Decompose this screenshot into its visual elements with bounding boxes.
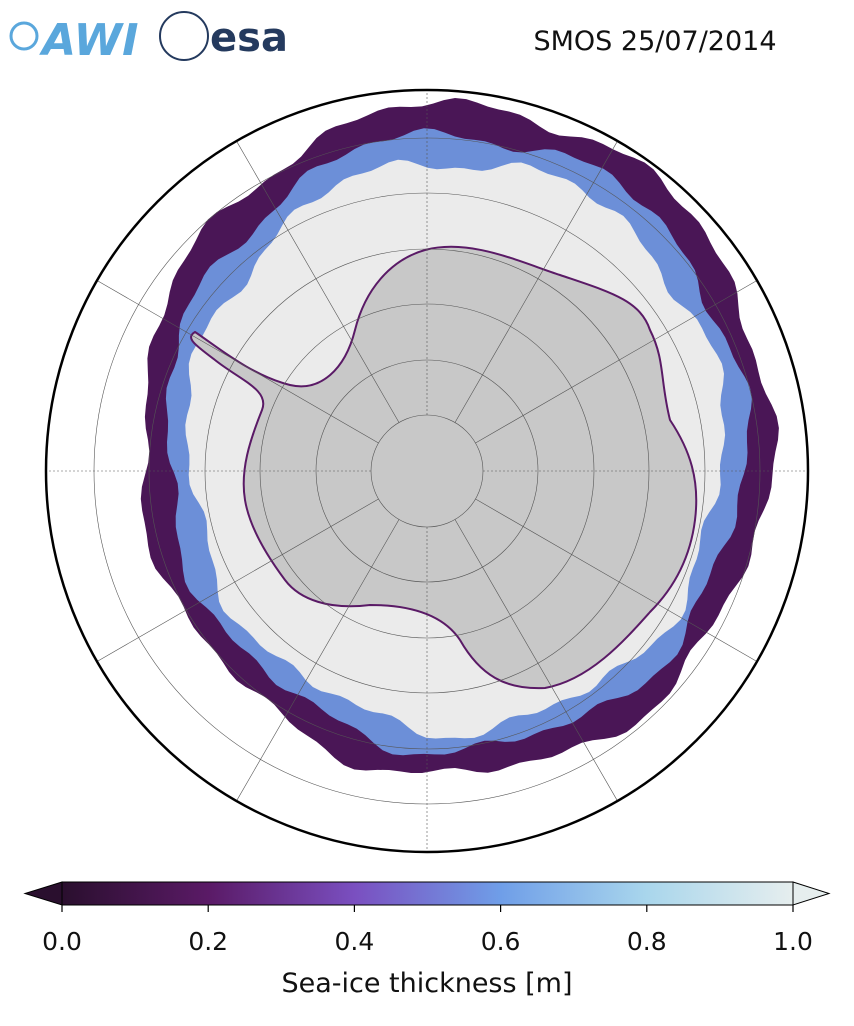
- graticule: [46, 90, 808, 852]
- map-title: SMOS 25/07/2014: [533, 26, 776, 57]
- latitude-circle: [315, 359, 539, 583]
- colorbar-tick-label: 0.0: [42, 927, 82, 956]
- colorbar-tick-label: 0.6: [481, 927, 521, 956]
- meridian: [454, 519, 618, 802]
- colorbar-label: Sea-ice thickness [m]: [281, 968, 572, 999]
- logos: AWI esa: [9, 11, 288, 66]
- meridian: [454, 140, 618, 423]
- awi-logo: AWI: [39, 15, 139, 66]
- awi-icon: [9, 21, 39, 51]
- meridian: [475, 498, 758, 662]
- antarctica: [190, 245, 698, 690]
- colorbar-tick-label: 0.8: [627, 927, 667, 956]
- meridian: [236, 519, 400, 802]
- colorbar-tick-label: 1.0: [773, 927, 813, 956]
- meridian: [96, 280, 379, 444]
- meridian: [475, 280, 758, 444]
- meridian: [96, 498, 379, 662]
- latitude-circle: [259, 303, 595, 639]
- meridian: [236, 140, 400, 423]
- colorbar-extend-low: [23, 881, 63, 906]
- colorbar-body: [61, 881, 794, 906]
- colorbar: 0.0 0.2 0.4 0.6 0.8 1.0: [23, 881, 831, 956]
- map-area: [46, 90, 808, 852]
- colorbar-extend-high: [792, 881, 831, 906]
- esa-logo: esa: [210, 15, 288, 61]
- esa-icon: [159, 11, 209, 61]
- colorbar-tick-label: 0.4: [335, 927, 375, 956]
- map-boundary: [44, 88, 810, 854]
- colorbar-tick-label: 0.2: [188, 927, 228, 956]
